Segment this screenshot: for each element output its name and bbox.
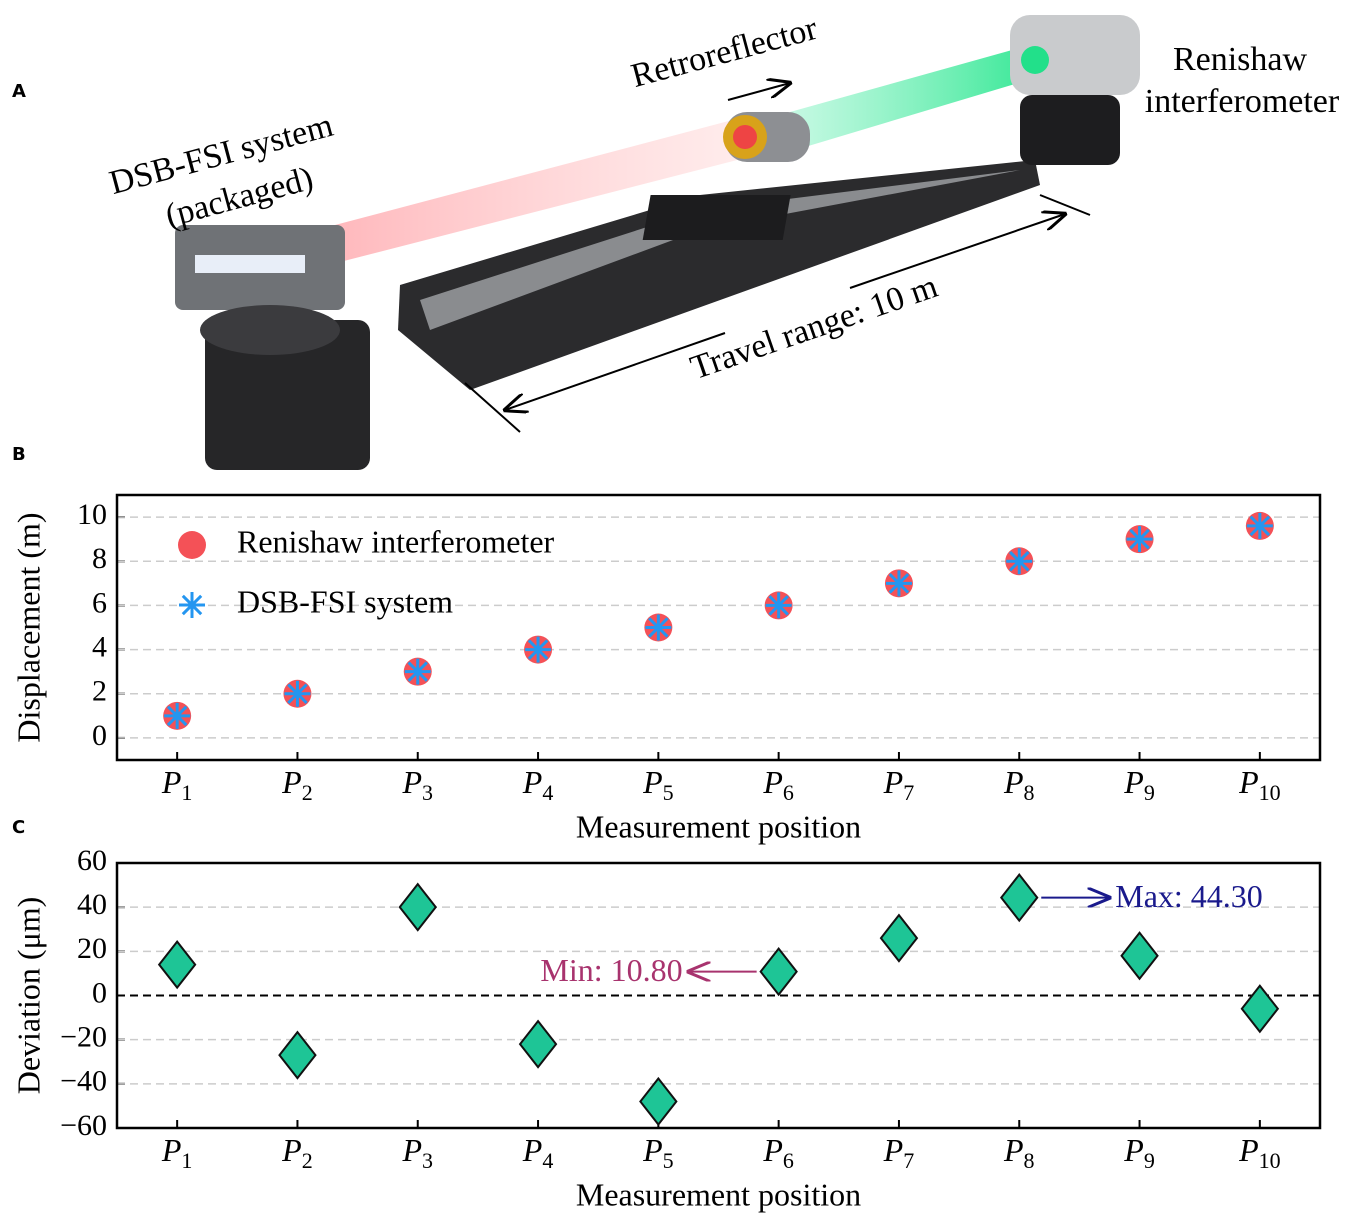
legend-label: Renishaw interferometer [237, 523, 555, 559]
y-axis-label: Deviation (μm) [10, 897, 46, 1095]
x-tick-label: P5 [642, 764, 674, 805]
panel-label: A [12, 81, 26, 102]
x-tick-label: P10 [1238, 764, 1281, 805]
x-tick-label: P9 [1123, 1132, 1155, 1173]
y-tick-label: 6 [92, 586, 107, 619]
x-tick-label: P7 [883, 764, 915, 805]
y-tick-label: −60 [60, 1109, 107, 1142]
y-tick-label: 0 [92, 976, 107, 1009]
x-tick-label: P2 [281, 1132, 313, 1173]
x-tick-label: P4 [522, 1132, 554, 1173]
annotation-label: Min: 10.80 [540, 952, 682, 988]
marker-asterisk [284, 681, 310, 707]
marker-diamond [640, 1079, 676, 1125]
panel-label: B [12, 444, 26, 465]
panel-label: C [12, 817, 25, 838]
x-tick-label: P6 [762, 764, 794, 805]
x-tick-label: P6 [762, 1132, 794, 1173]
y-tick-label: 2 [92, 675, 107, 708]
y-axis-label: Displacement (m) [10, 512, 46, 742]
y-tick-label: 60 [77, 844, 107, 877]
marker-diamond [279, 1032, 315, 1078]
x-tick-label: P3 [401, 764, 433, 805]
marker-asterisk [525, 637, 551, 663]
x-tick-label: P1 [161, 1132, 193, 1173]
x-tick-label: P1 [161, 764, 193, 805]
marker-asterisk [645, 615, 671, 641]
y-tick-label: −20 [60, 1021, 107, 1054]
y-tick-label: 40 [77, 888, 107, 921]
x-tick-label: P4 [522, 764, 554, 805]
x-tick-label: P7 [883, 1132, 915, 1173]
x-tick-label: P9 [1123, 764, 1155, 805]
marker-asterisk [405, 659, 431, 685]
marker-diamond [1122, 933, 1158, 979]
interferometer-label: Renishaw [1173, 41, 1308, 78]
x-tick-label: P5 [642, 1132, 674, 1173]
marker-diamond [520, 1021, 556, 1067]
legend-marker [179, 592, 205, 618]
marker-diamond [1242, 986, 1278, 1032]
y-tick-label: 8 [92, 542, 107, 575]
x-tick-label: P8 [1003, 764, 1035, 805]
retroreflector-label: Retroreflector [627, 10, 821, 95]
x-tick-label: P8 [1003, 1132, 1035, 1173]
y-tick-label: 10 [77, 498, 107, 531]
figure: Retroreflector Renishaw interferometer D… [0, 0, 1368, 1217]
x-tick-label: P10 [1238, 1132, 1281, 1173]
x-tick-label: P3 [401, 1132, 433, 1173]
marker-asterisk [766, 592, 792, 618]
legend-marker [178, 531, 206, 559]
annotation-label: Max: 44.30 [1115, 878, 1263, 914]
marker-diamond [881, 915, 917, 961]
marker-asterisk [1127, 526, 1153, 552]
marker-asterisk [1006, 548, 1032, 574]
marker-diamond [159, 942, 195, 988]
interferometer-label: interferometer [1145, 83, 1340, 120]
y-tick-label: 0 [92, 719, 107, 752]
marker-asterisk [1247, 513, 1273, 539]
x-axis-label: Measurement position [576, 1176, 861, 1212]
legend-label: DSB-FSI system [237, 583, 453, 619]
y-tick-label: −40 [60, 1065, 107, 1098]
x-axis-label: Measurement position [576, 808, 861, 844]
marker-asterisk [886, 570, 912, 596]
marker-asterisk [164, 703, 190, 729]
marker-diamond [400, 884, 436, 930]
y-tick-label: 4 [92, 630, 107, 663]
x-tick-label: P2 [281, 764, 313, 805]
y-tick-label: 20 [77, 932, 107, 965]
marker-diamond [761, 949, 797, 995]
marker-diamond [1001, 875, 1037, 921]
